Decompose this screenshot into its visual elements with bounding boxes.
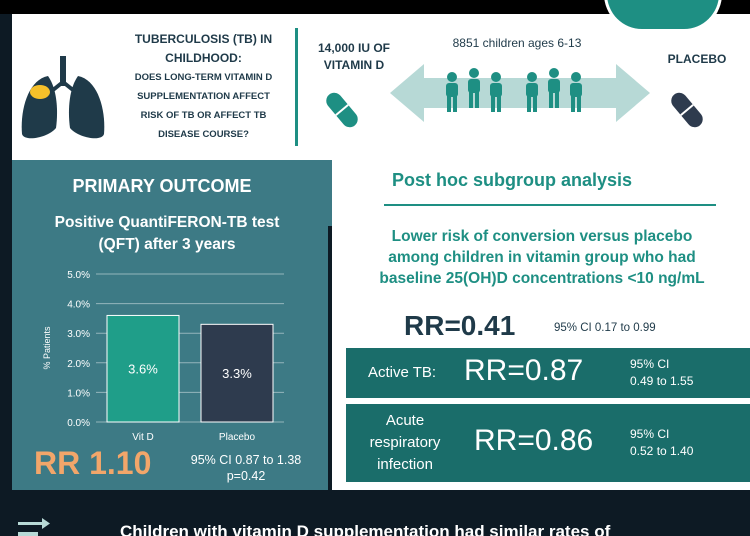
finding-line: baseline 25(OH)D concentrations <10 ng/m… [379, 270, 705, 287]
conclusion-text: Children with vitamin D supplementation … [120, 522, 611, 536]
vitamin-pill-icon [326, 92, 358, 128]
conclusion-band: Children with vitamin D supplementation … [0, 502, 750, 536]
placebo-label: PLACEBO [667, 52, 727, 66]
question-line: DISEASE COURSE? [158, 129, 249, 140]
finding-line: Lower risk of conversion versus placebo [391, 228, 693, 245]
posthoc-underline [384, 204, 716, 206]
lungs-icon [21, 56, 105, 139]
x-tick-label: Placebo [219, 432, 256, 443]
y-tick-label: 1.0% [67, 388, 90, 399]
posthoc-title: Post hoc subgroup analysis [392, 170, 633, 190]
qft-title: Positive QuantiFERON-TB test (QFT) after… [32, 212, 302, 256]
data-label: 3.3% [222, 366, 252, 381]
study-question: TUBERCULOSIS (TB) IN CHILDHOOD: DOES LON… [116, 30, 291, 144]
respiratory-rr: RR=0.86 [474, 424, 594, 457]
y-tick-label: 0.0% [67, 418, 90, 429]
primary-outcome-title: PRIMARY OUTCOME [72, 176, 252, 196]
bar [200, 323, 274, 423]
qft-bar-chart: 0.0% 1.0% 2.0% 3.0% 4.0% 5.0% % Patients 3.6% Vi… [42, 270, 284, 443]
question-line: DOES LONG-TERM VITAMIN D [134, 72, 273, 83]
y-tick-label: 5.0% [67, 270, 90, 281]
ci-line: 95% CI [630, 427, 670, 441]
respiratory-row: Acute respiratory infection RR=0.86 95% … [346, 404, 750, 482]
transfer-arrows-icon [18, 518, 50, 536]
label-line: infection [377, 456, 433, 473]
primary-ci: 95% CI 0.87 to 1.38 p=0.42 [182, 452, 310, 484]
y-axis-label: % Patients [42, 326, 52, 370]
label-line: Acute [385, 412, 425, 429]
data-label: 3.6% [128, 362, 158, 377]
placebo-pill-icon [671, 92, 703, 128]
primary-rr: RR 1.10 [34, 445, 152, 481]
logo-badge [604, 0, 722, 32]
posthoc-finding: Lower risk of conversion versus placebo … [344, 226, 740, 289]
bar [106, 314, 180, 423]
header-section: TUBERCULOSIS (TB) IN CHILDHOOD: DOES LON… [12, 0, 750, 160]
ci-line: 95% CI [630, 357, 670, 371]
y-tick-label: 3.0% [67, 329, 90, 340]
question-line: TUBERCULOSIS (TB) IN [134, 32, 273, 46]
primary-p-value: p=0.42 [226, 469, 266, 483]
children-label: 8851 children ages 6-13 [452, 36, 582, 50]
primary-outcome-panel: PRIMARY OUTCOME Positive QuantiFERON-TB … [12, 160, 328, 490]
ci-line: 0.52 to 1.40 [630, 444, 694, 458]
top-band [0, 0, 750, 14]
respiratory-ci: 95% CI 0.52 to 1.40 [630, 426, 693, 460]
ci-line: 0.49 to 1.55 [630, 374, 694, 388]
active-tb-row: Active TB: RR=0.87 95% CI 0.49 to 1.55 [346, 348, 750, 398]
posthoc-rr: RR=0.41 [404, 310, 516, 341]
y-tick-label: 4.0% [67, 300, 90, 311]
double-arrow-icon [390, 64, 650, 122]
x-tick-label: Vit D [132, 432, 154, 443]
question-line: CHILDHOOD: [165, 51, 242, 65]
active-tb-label: Active TB: [368, 364, 437, 381]
question-line: RISK OF TB OR AFFECT TB [140, 110, 267, 121]
question-line: SUPPLEMENTATION AFFECT [137, 91, 270, 102]
qft-title-line: (QFT) after 3 years [98, 236, 236, 253]
posthoc-panel: Post hoc subgroup analysis Lower risk of… [332, 160, 750, 490]
finding-line: among children in vitamin group who had [388, 249, 696, 266]
respiratory-label: Acute respiratory infection [352, 410, 458, 476]
dose-label: 14,000 IU OF VITAMIN D [317, 41, 391, 72]
divider [295, 28, 298, 146]
active-tb-ci: 95% CI 0.49 to 1.55 [630, 356, 693, 390]
primary-ci-text: 95% CI 0.87 to 1.38 [190, 453, 302, 467]
y-tick-label: 2.0% [67, 359, 90, 370]
posthoc-ci: 95% CI 0.17 to 0.99 [554, 322, 656, 334]
active-tb-rr: RR=0.87 [464, 354, 584, 387]
label-line: respiratory [369, 434, 441, 451]
qft-title-line: Positive QuantiFERON-TB test [54, 214, 280, 231]
